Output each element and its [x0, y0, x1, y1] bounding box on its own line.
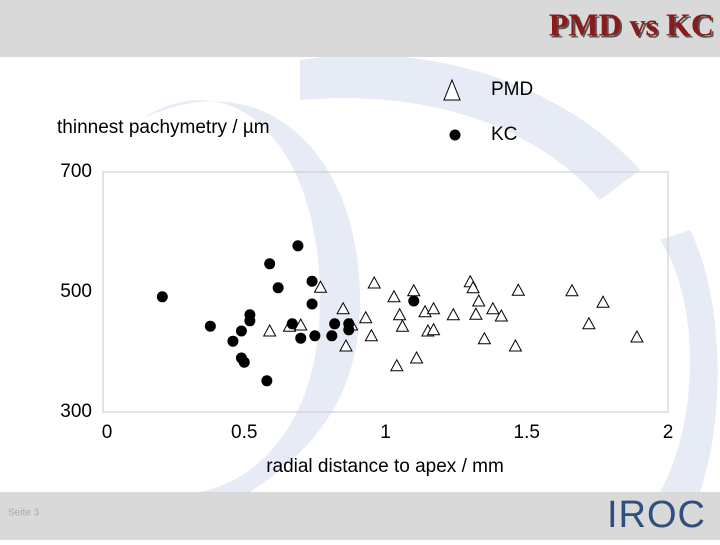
triangle-marker: [336, 301, 350, 315]
y-tick-label: 300: [60, 401, 92, 422]
x-tick-label: 0: [102, 422, 113, 443]
footer-band: [0, 492, 720, 540]
x-tick-label: 0.5: [231, 422, 257, 443]
y-axis-label: thinnest pachymetry / µm: [57, 117, 270, 138]
triangle-marker: [471, 293, 486, 307]
triangle-marker: [262, 323, 277, 337]
circle-marker: [306, 275, 318, 287]
triangle-marker: [293, 317, 308, 331]
circle-marker: [244, 315, 256, 327]
header-band: [0, 0, 720, 57]
triangle-marker: [426, 322, 441, 336]
triangle-marker: [367, 275, 382, 289]
circle-marker: [295, 332, 307, 344]
triangle-marker: [466, 280, 480, 294]
plot-frame: [102, 171, 669, 413]
circle-marker: [261, 375, 273, 387]
triangle-marker: [508, 338, 523, 352]
triangle-marker: [446, 307, 461, 321]
title-shadow: PMD vs KC: [551, 8, 716, 44]
triangle-marker: [339, 338, 353, 352]
triangle-marker: [486, 301, 500, 315]
decor-swoosh: [140, 100, 360, 493]
triangle-marker: [477, 331, 492, 345]
legend-marker: [443, 78, 461, 101]
triangle-marker: [426, 301, 441, 315]
title: PMD vs KC: [549, 6, 714, 42]
circle-marker: [343, 324, 355, 336]
x-axis-label: radial distance to apex / mm: [266, 456, 504, 477]
logo: IROC: [607, 494, 706, 536]
circle-marker: [408, 295, 420, 307]
triangle-marker: [511, 283, 526, 296]
legend-marker: [449, 129, 461, 141]
circle-marker: [235, 325, 247, 337]
x-tick-label: 1: [380, 422, 391, 443]
circle-marker: [272, 282, 284, 294]
decor-swoosh: [660, 230, 718, 492]
triangle-marker: [313, 280, 328, 293]
legend-label: KC: [491, 124, 517, 145]
circle-marker: [329, 318, 341, 330]
triangle-marker: [387, 289, 401, 303]
circle-marker: [286, 318, 298, 330]
triangle-marker: [389, 358, 404, 372]
triangle-marker: [630, 329, 644, 343]
y-tick-label: 500: [60, 281, 92, 302]
circle-marker: [306, 298, 318, 310]
circle-marker: [227, 335, 239, 347]
x-tick-label: 2: [663, 422, 674, 443]
circle-marker: [326, 330, 338, 342]
triangle-marker: [565, 283, 579, 297]
page-number: Seite 3: [8, 508, 40, 519]
triangle-marker: [364, 328, 379, 342]
triangle-marker: [358, 310, 373, 324]
triangle-marker: [469, 307, 483, 320]
triangle-marker: [494, 308, 509, 322]
circle-marker: [238, 356, 250, 368]
circle-marker: [264, 258, 276, 270]
circle-marker: [204, 320, 216, 332]
y-tick-label: 700: [60, 161, 92, 182]
decor-swoosh: [300, 54, 640, 200]
legend-label: PMD: [491, 79, 533, 100]
circle-marker: [292, 240, 304, 252]
circle-marker: [156, 291, 168, 303]
triangle-marker: [395, 319, 410, 332]
triangle-marker: [582, 316, 596, 330]
triangle-marker: [409, 350, 424, 364]
triangle-marker: [392, 307, 407, 321]
x-tick-label: 1.5: [514, 422, 540, 443]
triangle-marker: [596, 295, 610, 308]
circle-marker: [309, 330, 321, 342]
